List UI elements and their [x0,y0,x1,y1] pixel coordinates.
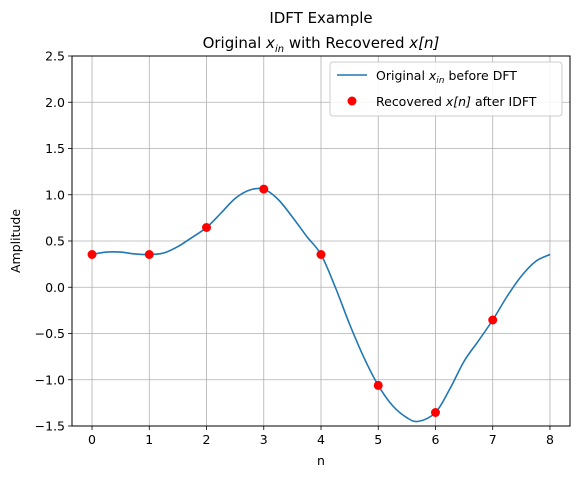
legend-box [329,61,563,117]
recovered-sample-point [316,250,326,260]
legend-recovered-prefix: Recovered [376,94,446,109]
x-tick-label: 6 [432,432,440,447]
subtitle-middle: with Recovered [284,34,409,52]
recovered-sample-point [488,315,498,325]
subtitle-var2-bracket: [n] [418,34,439,52]
x-tick-label: 7 [489,432,497,447]
recovered-sample-point [430,407,440,417]
y-tick-label: 0.5 [45,234,65,249]
recovered-sample-point [87,250,97,260]
y-tick-label: −1.5 [35,419,65,434]
recovered-sample-point [259,184,269,194]
recovered-sample-point [373,380,383,390]
y-tick-label: 1.5 [45,141,65,156]
recovered-sample-point [144,250,154,260]
subtitle-var2: x [408,34,418,52]
x-tick-label: 2 [203,432,211,447]
x-axis-label: n [317,453,325,468]
legend-label-original: Original xin before DFT [376,68,517,86]
legend-label-recovered: Recovered x[n] after IDFT [376,94,537,109]
plot-series [87,184,551,423]
y-tick-label: −1.0 [35,372,65,387]
x-tick-label: 5 [374,432,382,447]
y-tick-label: 2.5 [45,49,65,64]
x-tick-label: 3 [260,432,268,447]
x-tick-label: 8 [546,432,554,447]
legend: Original xin before DFT Recovered x[n] a… [329,61,563,117]
legend-recovered-bracket: [n] [453,94,471,109]
y-axis-label: Amplitude [8,209,23,273]
x-tick-label: 0 [88,432,96,447]
axis-ticks: 0 1 2 3 4 5 6 7 8 −1.5 −1.0 −0.5 0.0 0.5 1.0 1.5 2.0 2.5 [35,49,554,448]
y-tick-label: 2.0 [45,95,65,110]
y-tick-label: −0.5 [35,326,65,341]
legend-swatch-recovered [347,96,357,106]
legend-original-subscript: in [436,76,445,86]
chart-title: IDFT Example [269,9,372,27]
legend-original-suffix: before DFT [445,68,518,83]
y-tick-label: 0.0 [45,280,65,295]
legend-recovered-var: x [445,94,454,109]
x-tick-label: 1 [145,432,153,447]
legend-original-prefix: Original [376,68,429,83]
x-tick-label: 4 [317,432,325,447]
subtitle-var1: x [265,34,275,52]
legend-original-var: x [428,68,437,83]
chart-subtitle: Original xin with Recovered x[n] [203,34,440,55]
legend-recovered-suffix: after IDFT [471,94,537,109]
y-tick-label: 1.0 [45,187,65,202]
subtitle-var1-subscript: in [275,44,284,55]
recovered-sample-point [202,222,212,232]
subtitle-prefix: Original [203,34,266,52]
